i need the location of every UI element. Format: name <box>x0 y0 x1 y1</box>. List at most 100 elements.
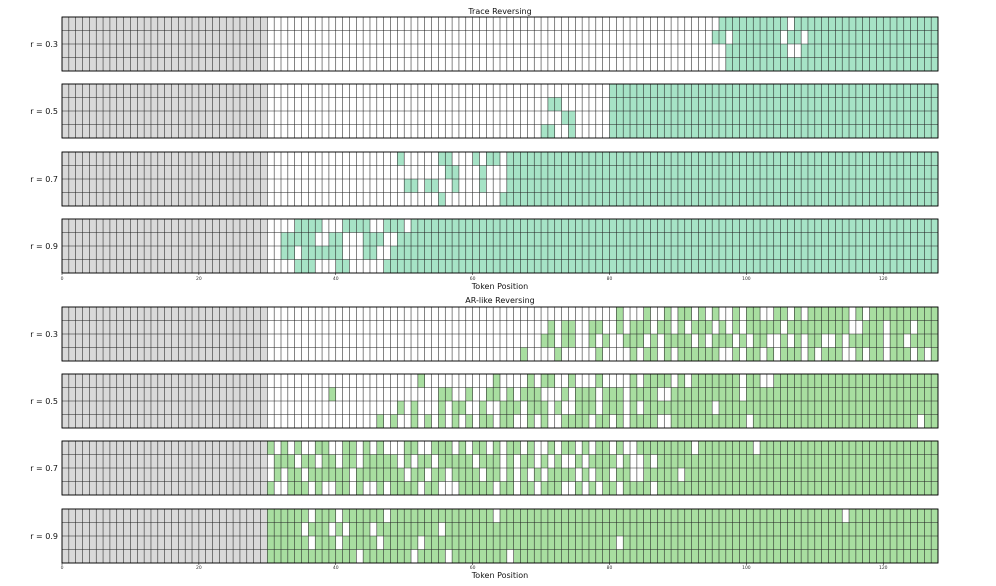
empty-cell <box>328 481 336 495</box>
prompt-cell <box>171 111 179 125</box>
prompt-cell <box>109 97 117 111</box>
empty-cell <box>500 57 507 71</box>
filled-cell <box>890 334 897 348</box>
filled-cell <box>842 454 850 468</box>
empty-cell <box>541 97 548 111</box>
empty-cell <box>315 179 323 193</box>
filled-cell <box>931 97 938 111</box>
empty-cell <box>349 320 357 334</box>
filled-cell <box>773 152 781 166</box>
empty-cell <box>431 84 439 98</box>
filled-cell <box>794 84 802 98</box>
empty-cell <box>315 57 323 71</box>
filled-cell <box>869 30 877 44</box>
filled-cell <box>301 509 309 523</box>
filled-cell <box>636 549 644 563</box>
filled-cell <box>527 152 535 166</box>
prompt-cell <box>123 124 131 138</box>
filled-cell <box>801 232 808 246</box>
prompt-cell <box>89 165 97 179</box>
empty-cell <box>390 17 398 31</box>
filled-cell <box>527 414 535 428</box>
empty-cell <box>513 468 521 482</box>
filled-cell <box>869 441 877 455</box>
filled-cell <box>643 522 651 536</box>
prompt-cell <box>130 549 138 563</box>
empty-cell <box>328 401 336 415</box>
empty-cell <box>500 152 507 166</box>
prompt-cell <box>185 179 193 193</box>
prompt-cell <box>75 179 83 193</box>
filled-cell <box>787 124 795 138</box>
filled-cell <box>657 549 665 563</box>
empty-cell <box>431 307 439 321</box>
prompt-cell <box>198 219 206 233</box>
empty-cell <box>725 347 733 361</box>
empty-cell <box>315 124 323 138</box>
filled-cell <box>910 522 918 536</box>
empty-cell <box>554 441 562 455</box>
filled-cell <box>766 97 774 111</box>
filled-cell <box>691 522 699 536</box>
empty-cell <box>369 192 377 206</box>
empty-cell <box>383 387 391 401</box>
empty-cell <box>691 441 699 455</box>
filled-cell <box>924 468 932 482</box>
prompt-cell <box>157 124 165 138</box>
filled-cell <box>438 441 446 455</box>
empty-cell <box>308 57 316 71</box>
filled-cell <box>753 179 761 193</box>
empty-cell <box>643 17 651 31</box>
filled-cell <box>465 536 473 550</box>
empty-cell <box>616 44 624 58</box>
prompt-cell <box>103 509 110 523</box>
filled-cell <box>643 549 651 563</box>
filled-cell <box>301 232 309 246</box>
empty-cell <box>397 44 405 58</box>
prompt-cell <box>89 481 97 495</box>
filled-cell <box>698 124 706 138</box>
prompt-cell <box>62 522 69 536</box>
prompt-cell <box>109 468 117 482</box>
filled-cell <box>814 246 822 260</box>
filled-cell <box>506 179 514 193</box>
empty-cell <box>322 17 329 31</box>
empty-cell <box>267 179 275 193</box>
filled-cell <box>506 536 514 550</box>
empty-cell <box>349 259 357 273</box>
empty-cell <box>616 17 624 31</box>
filled-cell <box>650 219 658 233</box>
prompt-cell <box>178 454 186 468</box>
filled-cell <box>890 549 897 563</box>
empty-cell <box>397 192 405 206</box>
filled-cell <box>677 334 685 348</box>
filled-cell <box>787 57 795 71</box>
empty-cell <box>369 124 377 138</box>
filled-cell <box>890 259 897 273</box>
prompt-cell <box>198 509 206 523</box>
empty-cell <box>431 374 439 388</box>
empty-cell <box>404 387 412 401</box>
filled-cell <box>869 509 877 523</box>
empty-cell <box>623 320 631 334</box>
filled-cell <box>753 374 761 388</box>
filled-cell <box>883 441 891 455</box>
filled-cell <box>725 219 733 233</box>
filled-cell <box>766 179 774 193</box>
empty-cell <box>383 97 391 111</box>
prompt-cell <box>75 441 83 455</box>
empty-cell <box>458 334 466 348</box>
empty-cell <box>650 454 658 468</box>
filled-cell <box>766 509 774 523</box>
prompt-cell <box>75 219 83 233</box>
prompt-cell <box>185 347 193 361</box>
filled-cell <box>376 481 384 495</box>
prompt-cell <box>212 441 220 455</box>
prompt-cell <box>260 192 268 206</box>
prompt-cell <box>96 307 104 321</box>
prompt-cell <box>185 441 193 455</box>
prompt-cell <box>212 111 220 125</box>
filled-cell <box>910 414 918 428</box>
filled-cell <box>452 259 459 273</box>
filled-cell <box>807 246 815 260</box>
